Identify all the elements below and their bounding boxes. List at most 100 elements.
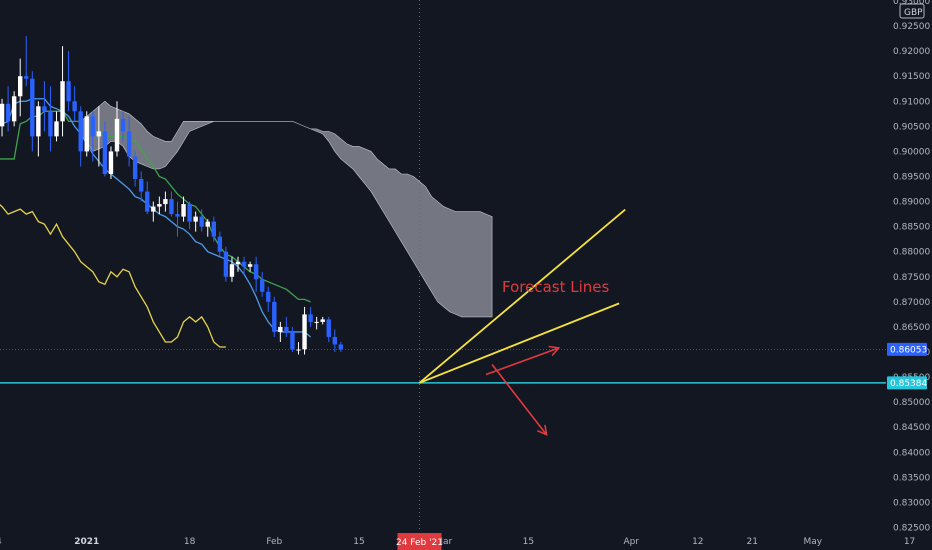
price-tick-label: 0.91500 — [893, 72, 930, 82]
price-tick-label: 0.90000 — [893, 147, 930, 157]
time-tick-label: 2021 — [74, 537, 99, 547]
candle-body — [338, 344, 344, 350]
candle-body — [278, 326, 283, 332]
price-tick-label: 0.86500 — [893, 323, 930, 333]
candle-body — [132, 156, 138, 180]
candle-body — [266, 291, 271, 302]
candle-body — [108, 151, 114, 174]
time-tick-label: May — [803, 537, 822, 547]
kumo-cloud — [80, 100, 493, 318]
time-tick-label: Mar — [435, 537, 452, 547]
price-tick-label: 0.83500 — [893, 473, 930, 483]
candle-body — [169, 199, 174, 215]
candle-body — [332, 336, 337, 345]
last-price-tag: 0.86053 — [890, 345, 927, 355]
candle-body — [253, 264, 259, 280]
price-tick-label: 0.88000 — [893, 248, 930, 258]
price-tick-label: 0.87000 — [893, 298, 930, 308]
time-tick-label: 21 — [747, 537, 758, 547]
level-price-tag-bg — [887, 376, 927, 390]
candle-body — [114, 118, 120, 152]
crosshair-date-tag: 24 Feb '21 — [396, 538, 443, 548]
time-tick-label: Apr — [623, 537, 639, 547]
last-price-tag-bg — [887, 342, 927, 356]
price-tick-label: 0.85000 — [893, 398, 930, 408]
candle-body — [229, 264, 235, 277]
candle-body — [205, 221, 210, 227]
price-tick-label: 0.88500 — [893, 223, 930, 233]
candle-body — [18, 76, 23, 97]
candle-body — [11, 96, 17, 122]
forecast-lines-annotation: Forecast Lines — [502, 278, 609, 296]
candle-body — [320, 319, 325, 322]
price-tick-label: 0.92000 — [893, 47, 930, 57]
candle-body — [96, 131, 102, 137]
arrow-line — [491, 364, 548, 436]
candle-body — [48, 111, 53, 137]
candle-body — [308, 314, 313, 322]
drawings[interactable] — [0, 208, 886, 437]
tenkan-line — [0, 98, 312, 338]
candle-body — [193, 216, 198, 222]
price-tick-label: 0.84000 — [893, 448, 930, 458]
candle-body — [296, 349, 301, 351]
candle-body — [145, 191, 150, 212]
candle-body — [72, 101, 77, 112]
time-tick-label: 15 — [523, 537, 534, 547]
forecast-line — [418, 208, 626, 384]
candle-body — [272, 301, 277, 332]
time-tick-label: 12 — [692, 537, 703, 547]
time-tick-label: 18 — [184, 537, 196, 547]
candle-body — [36, 106, 41, 137]
time-tick-label: Feb — [266, 537, 282, 547]
price-tick-label: 0.89500 — [893, 172, 930, 182]
candle-body — [30, 78, 35, 137]
candle-body — [120, 118, 126, 132]
candle-body — [217, 236, 223, 252]
currency-label: GBP — [904, 8, 923, 18]
arrow-head — [537, 424, 548, 437]
candle-body — [302, 314, 307, 350]
price-tick-label: 0.82500 — [893, 523, 930, 533]
candlesticks — [0, 36, 344, 355]
level-price-tag: 0.85384 — [890, 379, 927, 389]
price-tick-label: 0.90500 — [893, 122, 930, 132]
candle-body — [66, 81, 71, 102]
candle-body — [181, 204, 186, 217]
time-tick-label: 15 — [353, 537, 364, 547]
candle-body — [102, 131, 108, 174]
candle-body — [163, 199, 168, 205]
currency-badge: GBP — [899, 3, 925, 19]
candle-body — [199, 216, 204, 227]
price-tick-label: 0.92500 — [893, 22, 930, 32]
time-tick-label: 14 — [0, 537, 2, 547]
candle-body — [260, 279, 265, 292]
candle-body — [139, 179, 144, 192]
candle-body — [84, 116, 89, 152]
arrow-line — [485, 347, 559, 376]
candle-body — [326, 319, 331, 337]
price-tick-label: 0.87500 — [893, 273, 930, 283]
lagging-span-line — [0, 204, 226, 348]
price-tick-label: 0.84500 — [893, 423, 930, 433]
price-tick-label: 0.91000 — [893, 97, 930, 107]
candle-body — [284, 326, 289, 332]
time-axis[interactable]: 14 2021 18 Feb 15 Mar 15 Apr 12 21 May 17 24 Feb '21 — [0, 533, 915, 550]
candle-body — [290, 331, 295, 350]
candle-body — [5, 103, 11, 122]
candle-body — [187, 204, 192, 222]
candle-body — [54, 121, 59, 137]
candle-body — [60, 81, 65, 122]
candle-body — [157, 204, 162, 207]
price-axis[interactable]: 0.930000.925000.920000.915000.910000.905… — [887, 0, 930, 533]
candle-body — [241, 261, 247, 267]
price-tick-label: 0.83000 — [893, 498, 930, 508]
candle-body — [235, 261, 241, 265]
candle-body — [126, 131, 132, 157]
candle-body — [90, 116, 95, 137]
time-tick-label: 17 — [904, 537, 915, 547]
candle-body — [223, 251, 229, 277]
candle-body — [0, 103, 5, 127]
candle-body — [314, 321, 319, 323]
